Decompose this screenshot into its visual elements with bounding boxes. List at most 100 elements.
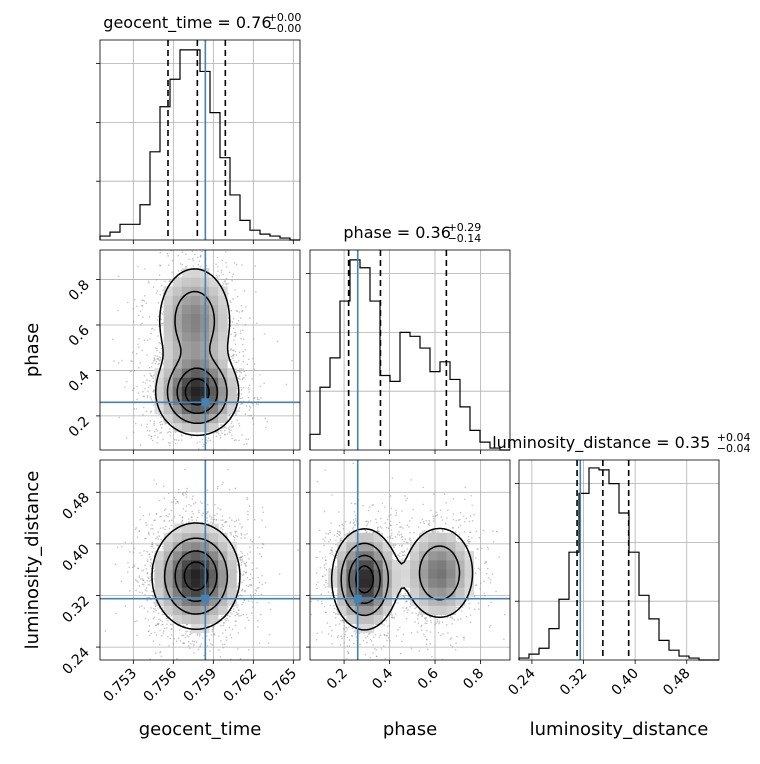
sample-point xyxy=(235,625,237,627)
sample-point xyxy=(256,602,258,604)
sample-point xyxy=(162,614,164,616)
sample-point xyxy=(238,410,240,412)
sample-point xyxy=(159,644,161,646)
sample-point xyxy=(141,605,143,607)
sample-point xyxy=(158,342,160,344)
sample-point xyxy=(182,508,184,510)
sample-point xyxy=(164,529,166,531)
sample-point xyxy=(135,423,137,425)
sample-point xyxy=(141,592,143,594)
sample-point xyxy=(151,542,153,544)
sample-point xyxy=(161,624,163,626)
sample-point xyxy=(161,323,163,325)
sample-point xyxy=(225,283,227,285)
sample-point xyxy=(238,519,240,521)
sample-point xyxy=(153,286,155,288)
sample-point xyxy=(468,536,470,538)
truth-marker xyxy=(201,398,209,406)
sample-point xyxy=(170,638,172,640)
sample-point xyxy=(216,435,218,437)
sample-point xyxy=(201,502,203,504)
sample-point xyxy=(236,531,238,533)
sample-point xyxy=(222,482,224,484)
sample-point xyxy=(244,290,246,292)
sample-point xyxy=(159,516,161,518)
sample-point xyxy=(202,513,204,515)
sample-point xyxy=(153,533,155,535)
sample-point xyxy=(154,519,156,521)
sample-point xyxy=(159,264,161,266)
sample-point xyxy=(206,635,208,637)
sample-point xyxy=(228,627,230,629)
sample-point xyxy=(222,632,224,634)
sample-point xyxy=(179,629,181,631)
sample-point xyxy=(168,493,170,495)
sample-point xyxy=(234,336,236,338)
sample-point xyxy=(151,551,153,553)
sample-point xyxy=(160,424,162,426)
sample-point xyxy=(239,352,241,354)
sample-point xyxy=(242,330,244,332)
sample-point xyxy=(185,460,187,462)
sample-point xyxy=(207,645,209,647)
sample-point xyxy=(156,634,158,636)
sample-point xyxy=(257,547,259,549)
sample-point xyxy=(252,358,254,360)
sample-point xyxy=(158,302,160,304)
sample-point xyxy=(261,547,263,549)
sample-point xyxy=(236,361,238,363)
sample-point xyxy=(279,573,281,575)
sample-point xyxy=(228,360,230,362)
sample-point xyxy=(134,299,136,301)
sample-point xyxy=(129,590,131,592)
sample-point xyxy=(132,566,134,568)
sample-point xyxy=(181,462,183,464)
sample-point xyxy=(152,381,154,383)
sample-point xyxy=(188,231,190,233)
sample-point xyxy=(135,528,137,530)
sample-point xyxy=(248,415,250,417)
sample-point xyxy=(158,363,160,365)
sample-point xyxy=(138,392,140,394)
sample-point xyxy=(143,515,145,517)
sample-point xyxy=(228,427,230,429)
sample-point xyxy=(391,508,393,510)
sample-point xyxy=(200,501,202,503)
sample-point xyxy=(147,339,149,341)
sample-point xyxy=(205,663,207,665)
sample-point xyxy=(162,313,164,315)
sample-point xyxy=(223,622,225,624)
sample-point xyxy=(243,338,245,340)
sample-point xyxy=(423,521,425,523)
sample-point xyxy=(245,324,247,326)
sample-point xyxy=(270,609,272,611)
sample-point xyxy=(247,511,249,513)
sample-point xyxy=(269,634,271,636)
sample-point xyxy=(169,428,171,430)
sample-point xyxy=(148,281,150,283)
sample-point xyxy=(185,637,187,639)
sample-point xyxy=(137,581,139,583)
sample-point xyxy=(236,419,238,421)
sample-point xyxy=(245,572,247,574)
sample-point xyxy=(126,381,128,383)
sample-point xyxy=(181,439,183,441)
sample-point xyxy=(163,486,165,488)
sample-point xyxy=(391,529,393,531)
sample-point xyxy=(151,410,153,412)
sample-point xyxy=(211,634,213,636)
sample-point xyxy=(216,519,218,521)
sample-point xyxy=(229,634,231,636)
sample-point xyxy=(218,649,220,651)
sample-point xyxy=(159,500,161,502)
sample-point xyxy=(203,443,205,445)
sample-point xyxy=(253,423,255,425)
sample-point xyxy=(155,538,157,540)
sample-point xyxy=(155,347,157,349)
panel-title: luminosity_distance = 0.35 xyxy=(492,433,710,453)
sample-point xyxy=(201,251,203,253)
sample-point xyxy=(145,538,147,540)
sample-point xyxy=(166,515,168,517)
sample-point xyxy=(220,656,222,658)
sample-point xyxy=(250,573,252,575)
